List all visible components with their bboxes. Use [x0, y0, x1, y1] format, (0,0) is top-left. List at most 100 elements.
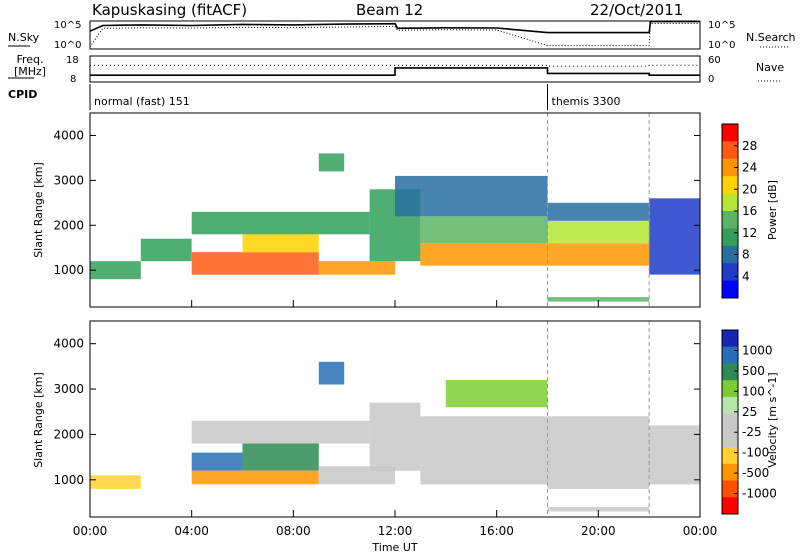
- colorbar-swatch: [722, 176, 738, 195]
- colorbar-tick-label: 20: [742, 182, 757, 196]
- colorbar-swatch: [722, 380, 738, 398]
- nave-tick-high: 60: [708, 55, 721, 66]
- heatmap-region: [90, 475, 141, 489]
- x-tick-label: 08:00: [276, 524, 311, 538]
- freq-tick-high: 18: [66, 55, 79, 66]
- heatmap-region: [369, 402, 421, 471]
- y-tick-label: 4000: [53, 337, 84, 351]
- heatmap-region: [445, 380, 548, 408]
- nsearch-label: N.Search: [746, 31, 796, 44]
- beam-title: Beam 12: [356, 1, 423, 19]
- nsky-traces: [89, 20, 700, 48]
- nave-tick-low: 0: [708, 74, 714, 85]
- cpid-mode-label: normal (fast) 151: [94, 95, 190, 108]
- colorbar-swatch: [722, 346, 738, 364]
- colorbar-swatch: [722, 211, 738, 229]
- colorbar-swatch: [722, 228, 738, 247]
- x-tick-label: 04:00: [174, 524, 209, 538]
- heatmap-region: [318, 261, 396, 275]
- velocity-colorbar: 1000 500 100 25 -25 -100 -500 -1000: [721, 329, 777, 515]
- station-title: Kapuskasing (fitACF): [92, 1, 247, 19]
- freq-panel-frame: [89, 55, 701, 83]
- heatmap-region: [191, 211, 370, 235]
- power-colorbar-label: Power [dB]: [766, 180, 779, 240]
- velocity-colorbar-label: Velocity [m s^-1]: [766, 372, 779, 467]
- heatmap-region: [649, 425, 700, 485]
- heatmap-region: [395, 175, 548, 217]
- heatmap-region: [420, 216, 548, 244]
- date-title: 22/Oct/2011: [590, 1, 683, 19]
- nave-label: Nave: [756, 61, 784, 74]
- cpid-label: CPID: [8, 88, 37, 101]
- x-tick-label: 00:00: [683, 524, 718, 538]
- colorbar-tick-label: 28: [742, 139, 757, 153]
- heatmap-region: [140, 238, 192, 262]
- y-tick-label: 1000: [53, 263, 84, 277]
- velocity-plot: 1000 2000 3000 4000: [53, 321, 700, 517]
- cpid-mode-label: themis 3300: [552, 95, 621, 108]
- colorbar-tick-label: 100: [742, 384, 765, 398]
- nsearch-tick-low: 10^0: [708, 40, 735, 51]
- nsky-tick-high: 10^5: [54, 20, 81, 31]
- colorbar-tick-label: 24: [742, 161, 757, 175]
- nave-series-line: [90, 64, 700, 67]
- x-tick-label: 00:00: [73, 524, 108, 538]
- heatmap-region: [547, 220, 650, 244]
- heatmap-region: [191, 420, 370, 444]
- colorbar-swatch: [722, 396, 738, 415]
- heatmap-region: [547, 243, 650, 266]
- colorbar-swatch: [722, 413, 738, 431]
- colorbar-tick-label: -100: [742, 446, 769, 460]
- heatmap-region: [649, 198, 700, 275]
- y-tick-label: 2000: [53, 218, 84, 232]
- cpid-marks: normal (fast) 151 themis 3300: [89, 84, 621, 110]
- y-tick-label: 2000: [53, 427, 84, 441]
- colorbar-tick-label: 500: [742, 364, 765, 378]
- colorbar-tick-label: 1000: [742, 343, 773, 357]
- heatmap-region: [90, 261, 141, 280]
- y-tick-label: 3000: [53, 173, 84, 187]
- colorbar-swatch: [722, 193, 738, 212]
- colorbar-tick-label: 12: [742, 226, 757, 240]
- nsky-panel-frame: [89, 20, 701, 50]
- heatmap-region: [191, 470, 319, 485]
- colorbar-swatch: [722, 463, 738, 481]
- freq-label-2: [MHz]: [14, 65, 46, 78]
- heatmap-region: [191, 252, 319, 275]
- x-axis: 00:00 04:00 08:00 12:00 16:00 20:00 00:00: [73, 300, 718, 538]
- colorbar-swatch: [722, 245, 738, 264]
- nsky-label: N.Sky: [8, 31, 40, 44]
- nsky-tick-low: 10^0: [54, 40, 81, 51]
- colorbar-swatch: [722, 280, 738, 299]
- freq-tick-low: 8: [70, 74, 76, 85]
- colorbar-swatch: [722, 330, 738, 348]
- power-ylabel: Slant Range [km]: [32, 162, 45, 258]
- heatmap-region: [547, 416, 650, 489]
- colorbar-swatch: [722, 124, 738, 142]
- colorbar-swatch: [722, 141, 738, 160]
- freq-series-line: [90, 67, 700, 76]
- nsearch-tick-high: 10^5: [708, 20, 735, 31]
- colorbar-swatch: [722, 447, 738, 465]
- colorbar-swatch: [722, 263, 738, 282]
- y-tick-label: 1000: [53, 473, 84, 487]
- colorbar-swatch: [722, 480, 738, 498]
- y-tick-label: 3000: [53, 382, 84, 396]
- heatmap-region: [420, 416, 548, 485]
- nsky-series-line: [89, 20, 700, 34]
- colorbar-frame: [721, 329, 739, 515]
- x-tick-label: 16:00: [479, 524, 514, 538]
- colorbar-swatch: [722, 497, 738, 515]
- heatmap-region: [547, 202, 650, 221]
- colorbar-tick-label: -25: [742, 425, 762, 439]
- heatmap-region: [318, 153, 345, 172]
- colorbar-tick-label: 8: [742, 248, 750, 262]
- power-plot: 1000 2000 3000 4000: [53, 113, 700, 307]
- colorbar-tick-label: 25: [742, 405, 757, 419]
- x-tick-label: 20:00: [581, 524, 616, 538]
- heatmap-region: [547, 507, 650, 512]
- heatmap-region: [242, 443, 319, 471]
- heatmap-region: [420, 243, 548, 266]
- colorbar-tick-label: 4: [742, 269, 750, 283]
